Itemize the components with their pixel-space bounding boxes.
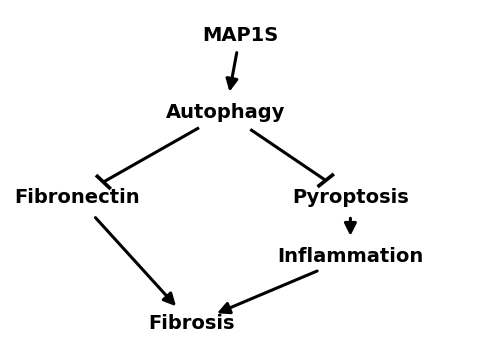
- Text: Fibrosis: Fibrosis: [149, 314, 235, 333]
- Text: Fibronectin: Fibronectin: [14, 188, 140, 207]
- Text: Inflammation: Inflammation: [277, 247, 423, 266]
- Text: Pyroptosis: Pyroptosis: [292, 188, 409, 207]
- Text: MAP1S: MAP1S: [202, 26, 278, 45]
- Text: Autophagy: Autophagy: [166, 103, 285, 122]
